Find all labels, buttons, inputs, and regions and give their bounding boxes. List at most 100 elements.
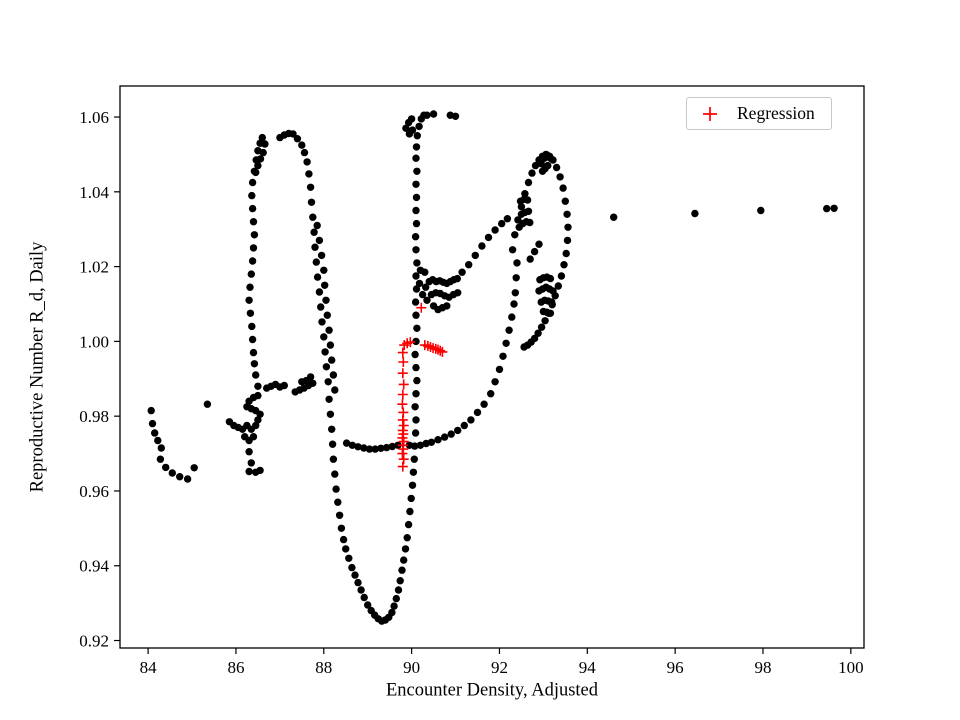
data-point [563,236,572,245]
regression-point [398,420,409,431]
data-point [396,577,404,585]
data-point [412,337,420,346]
data-point [329,455,338,463]
y-tick-label: 0.98 [79,407,109,426]
data-point [365,445,374,453]
data-point [546,274,555,283]
data-point [252,371,260,379]
data-point [248,335,257,344]
data-point [495,365,504,374]
data-point [412,143,421,151]
data-point [248,178,257,187]
data-point [823,204,831,213]
data-point [427,438,436,446]
regression-point [425,342,436,352]
data-point [535,240,543,248]
data-point [335,511,344,519]
data-point [348,563,356,572]
data-point [322,296,330,304]
data-point [546,154,555,162]
data-point [323,311,331,319]
data-point [400,556,408,564]
y-tick-label: 0.94 [79,557,109,576]
data-point [254,416,262,424]
data-point [413,324,421,332]
data-point [329,371,338,379]
data-point [415,279,424,288]
y-tick-label: 0.92 [79,632,109,651]
x-tick-label: 92 [491,658,508,677]
data-point [411,429,420,437]
regression-point [397,425,408,436]
data-point [289,130,297,138]
data-point [342,545,350,553]
data-point [147,406,155,415]
data-point [310,228,318,236]
data-point [465,261,473,269]
data-point [392,594,400,603]
data-point [309,213,317,221]
data-point [563,210,571,218]
data-point [412,363,420,372]
data-point [331,386,339,394]
data-point [377,444,385,452]
data-point [248,191,256,200]
data-point [410,455,418,463]
data-point [243,403,251,411]
x-tick-label: 88 [315,658,332,677]
data-point [382,443,391,452]
data-point [411,233,420,241]
data-point [411,298,420,306]
data-point [411,350,419,359]
data-point [757,206,765,215]
data-point [245,296,253,304]
y-tick-label: 0.96 [79,482,109,501]
data-point [503,215,512,223]
data-point [511,289,519,297]
regression-point [398,454,409,465]
data-point [491,226,499,234]
data-point [401,545,410,553]
regression-point [398,357,409,367]
data-point [151,429,159,437]
data-point [691,209,699,218]
regression-point [435,345,446,356]
data-point [312,258,320,266]
data-point [407,494,415,503]
data-point [326,341,335,349]
legend-label: Regression [737,103,815,123]
data-point [342,439,351,447]
data-point [412,416,420,424]
data-point [306,373,315,381]
data-point [524,178,533,187]
data-point [412,180,420,188]
data-point [249,218,258,226]
data-point [411,403,419,411]
data-point [408,126,417,134]
regression-point [397,389,408,400]
data-point [320,266,328,274]
data-point [394,586,403,594]
data-point [388,442,396,451]
data-point [345,554,353,562]
data-point [252,421,260,430]
data-point [249,244,258,252]
data-point [328,440,337,448]
data-point [321,348,329,356]
data-point [325,395,333,403]
data-point [440,433,449,441]
data-point [491,378,499,386]
data-point [360,444,368,452]
data-point [247,459,255,467]
regression-point [416,302,427,313]
data-point [421,268,429,276]
data-point [499,352,507,360]
data-point [510,300,518,308]
data-point [313,221,321,230]
data-point [554,282,562,290]
data-point [562,249,570,258]
data-point [246,309,255,317]
data-point [408,481,417,489]
